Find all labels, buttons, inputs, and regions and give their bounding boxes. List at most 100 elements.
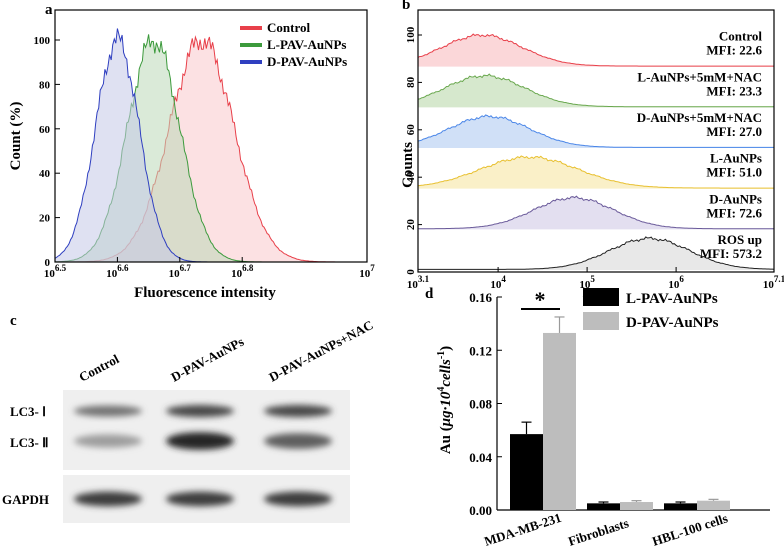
panel-b-x-tick-label-3-base: 10 (668, 279, 680, 291)
panel-d-y-tick-label-1: 0.04 (469, 450, 492, 465)
panel-a-legend-label-1: L-PAV-AuNPs (267, 37, 346, 52)
panel-d-x-tick-label-0: MDA-MB-231 (482, 510, 563, 549)
panel-b-x-tick-label-4-base: 10 (763, 279, 775, 291)
panel-c-blot-lc3 (63, 390, 350, 470)
panel-c-band-1-1 (166, 432, 234, 450)
panel-a-x-tick-label-2-base: 10 (169, 268, 181, 280)
panel-a-x-tick-label-3: 106.8 (231, 263, 254, 280)
panel-d-legend-swatch-1 (583, 312, 619, 330)
panel-d-ylabel-sup2: -1 (436, 351, 447, 359)
panel-b-x-tick-label-4: 107.1 (763, 274, 784, 291)
panel-d-x-ticks: MDA-MB-231 Fibroblasts HBL-100 cells (482, 510, 729, 549)
panel-b-y-tick-label-0: 0 (405, 269, 417, 275)
panel-b-series-mfi-5: MFI: 573.2 (700, 246, 762, 261)
panel-c-lane-label-2: D-PAV-AuNPs+NAC (266, 317, 375, 385)
panel-c-band-1-0 (74, 434, 142, 448)
panel-d-plot: * (496, 287, 770, 511)
panel-a-legend-swatch-2 (240, 60, 262, 64)
panel-b-line-2 (417, 114, 774, 148)
panel-a-y-axis-title: Count (%) (8, 102, 24, 171)
panel-c-lane-label-0: Control (76, 351, 121, 385)
panel-a-x-tick-label-3-exp: 6.8 (242, 263, 254, 273)
panel-d-y-tick-label-0: 0.00 (469, 503, 492, 518)
panel-c-lane-labels: Control D-PAV-AuNPs D-PAV-AuNPs+NAC (76, 317, 375, 385)
panel-a-x-tick-label-0-base: 10 (44, 268, 56, 280)
panel-a-y-tick-label-0: 0 (45, 257, 51, 269)
panel-b-y-tick-label-5: 100 (405, 26, 417, 43)
panel-a-x-tick-label-2-exp: 6.7 (180, 263, 192, 273)
panel-b-x-tick-label-4-exp: 7.1 (774, 274, 784, 284)
panel-b-x-tick-label-1: 104 (490, 274, 506, 291)
panel-b-fill-1 (418, 74, 774, 108)
panel-b-line-4 (418, 195, 774, 230)
panel-b-x-tick-label-3: 106 (668, 274, 684, 291)
panel-d-legend-label-1: D-PAV-AuNPs (626, 315, 719, 331)
panel-b-series-mfi-4: MFI: 72.6 (706, 205, 762, 220)
panel-a-label: a (45, 2, 53, 18)
panel-c: c Control D-PAV-AuNPs D-PAV-AuNPs+NAC LC3-… (2, 313, 376, 523)
panel-c-band-1-2 (264, 433, 332, 449)
panel-d-ylabel-mu: μ (438, 418, 454, 427)
panel-b-fill-3 (418, 156, 774, 189)
panel-a-x-tick-label-0: 106.5 (44, 263, 67, 280)
panel-a-x-tick-label-1-exp: 6.6 (117, 263, 129, 273)
panel-b-x-ticks: 103.1 104 105 106 107.1 (407, 267, 784, 291)
panel-b-x-tick-label-0-exp: 3.1 (418, 274, 430, 284)
panel-c-band-2-0 (74, 491, 142, 507)
panel-b-y-axis-title: Counts (400, 142, 416, 188)
panel-b-series-mfi-1: MFI: 23.3 (706, 83, 762, 98)
panel-a-legend-swatch-0 (240, 26, 262, 30)
panel-b-label: b (402, 0, 410, 13)
panel-b-fill-0 (418, 34, 774, 67)
panel-a-x-tick-label-4-exp: 7 (370, 263, 375, 273)
panel-b-fill-4 (418, 196, 774, 230)
panel-a-x-tick-label-3-base: 10 (231, 268, 243, 280)
panel-c-band-2-1 (166, 491, 234, 507)
panel-b-series-mfi-0: MFI: 22.6 (706, 43, 762, 58)
panel-a-x-tick-label-2: 106.7 (169, 263, 192, 280)
panel-a-y-tick-label-1: 20 (39, 213, 51, 225)
panel-a-x-tick-label-4-base: 10 (359, 268, 371, 280)
panel-c-band-2-2 (264, 491, 332, 507)
panel-d-y-ticks: 0.00 0.04 0.08 0.12 0.16 (469, 290, 502, 518)
panel-b-y-ticks: 0 20 40 60 80 100 (405, 26, 422, 275)
panel-b-line-1 (417, 73, 774, 108)
panel-b-fill-5 (418, 236, 774, 270)
panel-d-x-tick-label-1: Fibroblasts (566, 515, 630, 549)
panel-d-y-tick-label-3: 0.12 (469, 343, 492, 358)
panel-d-bar-0-2 (664, 503, 697, 510)
panel-b-x-tick-label-0: 103.1 (407, 274, 430, 291)
panel-d-x-tick-label-2: HBL-100 cells (650, 510, 729, 548)
panel-b-line-0 (417, 33, 774, 67)
panel-c-band-0-0 (74, 405, 142, 417)
panel-d-legend-label-0: L-PAV-AuNPs (626, 291, 718, 307)
panel-b-x-tick-label-3-exp: 6 (679, 274, 684, 284)
panel-d-legend-swatch-0 (583, 288, 619, 306)
panel-c-band-0-2 (264, 404, 332, 418)
panel-d-bar-1-2 (697, 500, 730, 510)
panel-d-bar-1-1 (620, 502, 653, 510)
panel-d-y-axis-title: Au (μg·104cells-1) (436, 346, 454, 454)
panel-a-legend: Control L-PAV-AuNPs D-PAV-AuNPs (240, 20, 347, 69)
panel-b-y-tick-label-1: 20 (405, 219, 417, 231)
panel-b-y-tick-label-2: 40 (405, 171, 417, 183)
panel-c-row-label-1: LC3- Ⅱ (10, 435, 49, 450)
panel-a-legend-swatch-1 (240, 43, 262, 47)
panel-c-row-label-2: GAPDH (2, 492, 49, 507)
panel-b-series-name-0: Control (719, 29, 762, 44)
panel-d-y-tick-label-4: 0.16 (469, 290, 492, 305)
panel-d-y-tick-label-2: 0.08 (469, 397, 492, 412)
panel-b-series-mfi-2: MFI: 27.0 (706, 124, 762, 139)
panel-a-y-tick-label-3: 60 (39, 124, 51, 136)
panel-a-y-tick-label-4: 80 (39, 79, 51, 91)
panel-b-x-tick-label-2-exp: 5 (590, 274, 595, 284)
panel-b-line-5 (418, 236, 775, 270)
panel-d: d * 0.00 0.04 0.08 0.12 0.16 MDA-MB-231 Fibro… (425, 286, 770, 549)
panel-d-ylabel-main: Au ( (438, 426, 454, 454)
panel-b-frame (417, 9, 775, 273)
panel-a-fill-2 (55, 28, 367, 262)
